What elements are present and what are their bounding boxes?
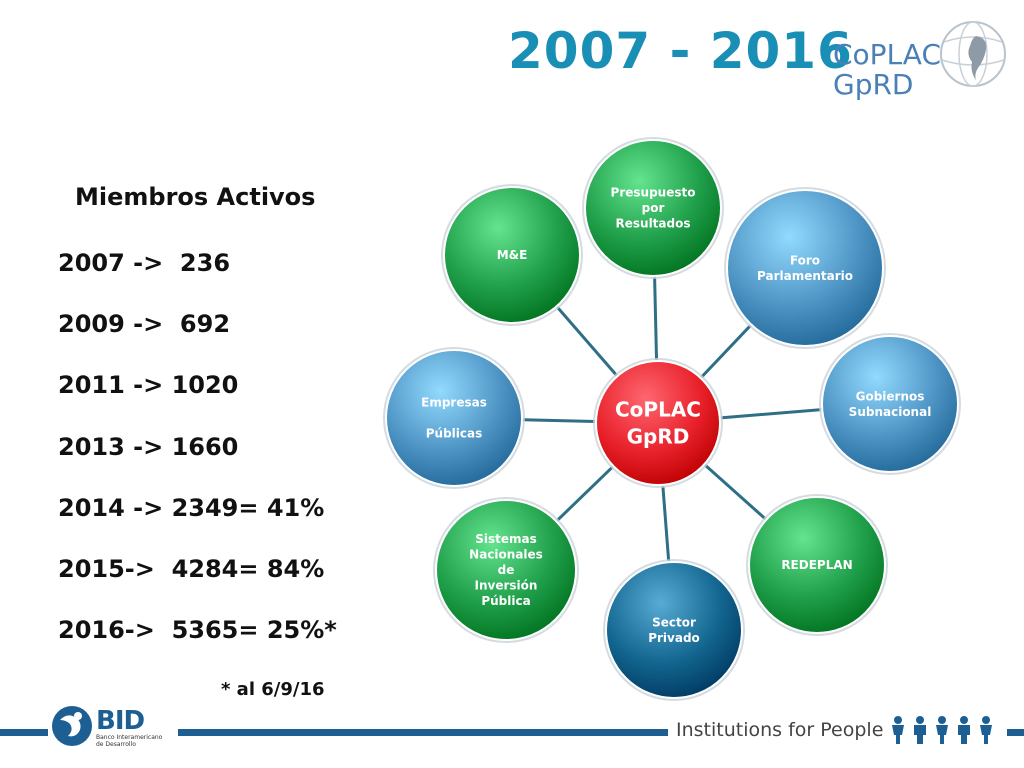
bid-logo: BID Banco Interamericano de Desarrollo [48, 702, 178, 752]
node-presupuesto: Presupuesto por Resultados [582, 137, 724, 279]
bid-emblem-icon [52, 706, 92, 746]
node-label-presupuesto: Presupuesto por Resultados [611, 186, 696, 231]
node-label-foro: Foro Parlamentario [757, 253, 853, 283]
stats-footnote: * al 6/9/16 [221, 679, 325, 700]
footer-bar [0, 729, 1024, 736]
node-foro: Foro Parlamentario [724, 187, 886, 349]
bid-label: BID [96, 706, 145, 736]
node-sistemas: Sistemas Nacionales de Inversión Pública [433, 497, 579, 643]
stats-heading: Miembros Activos [75, 183, 316, 211]
stats-row: 2016-> 5365= 25%* [58, 616, 337, 644]
node-me: M&E [441, 184, 583, 326]
node-redeplan-circle [748, 496, 886, 634]
node-sector-circle [605, 561, 743, 699]
stats-row: 2015-> 4284= 84% [58, 555, 325, 583]
stats-row: 2011 -> 1020 [58, 371, 239, 399]
node-foro-circle [726, 189, 884, 347]
node-label-me: M&E [497, 248, 528, 262]
node-sector: Sector Privado [603, 559, 745, 701]
globe-icon [940, 21, 1006, 87]
node-label-sector: Sector Privado [648, 615, 700, 645]
stats-row: 2009 -> 692 [58, 310, 231, 338]
bid-subtitle: Banco Interamericano de Desarrollo [96, 734, 162, 748]
node-empresas: Empresas Públicas [383, 347, 525, 489]
hub-coplac-circle [595, 360, 721, 486]
diagram-nodes: Presupuesto por Resultados Foro Parlamentari… [383, 137, 961, 701]
stats-row: 2014 -> 2349= 41% [58, 494, 325, 522]
stats-row: 2007 -> 236 [58, 249, 231, 277]
hub-label: CoPLAC GpRD [615, 398, 701, 449]
institutions-for-people: Institutions for People [668, 714, 1008, 746]
logo-line-2: GpRD [833, 68, 914, 101]
people-icons [892, 716, 993, 744]
node-me-circle [443, 186, 581, 324]
stats-row: 2013 -> 1660 [58, 433, 239, 461]
tagline: Institutions for People [676, 719, 884, 741]
node-gobiernos: Gobiernos Subnacional [819, 333, 961, 475]
logo-line-1: CoPLAC [833, 38, 942, 71]
node-label-sistemas: Sistemas Nacionales de Inversión Pública [469, 532, 543, 608]
bid-sub-line-1: Banco Interamericano [96, 734, 163, 741]
slide-title: 2007 - 2016 [508, 22, 853, 80]
node-label-redeplan: REDEPLAN [781, 558, 852, 572]
node-label-gobiernos: Gobiernos Subnacional [849, 389, 932, 419]
bid-sub-line-2: de Desarrollo [96, 741, 136, 748]
node-presupuesto-circle [584, 139, 722, 277]
node-redeplan: REDEPLAN [746, 494, 888, 636]
node-empresas-circle [385, 349, 523, 487]
hub-coplac: CoPLAC GpRD [593, 358, 723, 488]
node-label-empresas: Empresas Públicas [421, 396, 487, 441]
node-gobiernos-circle [821, 335, 959, 473]
node-sistemas-circle [435, 499, 577, 641]
coplac-logo-text: CoPLAC GpRD [833, 40, 941, 100]
